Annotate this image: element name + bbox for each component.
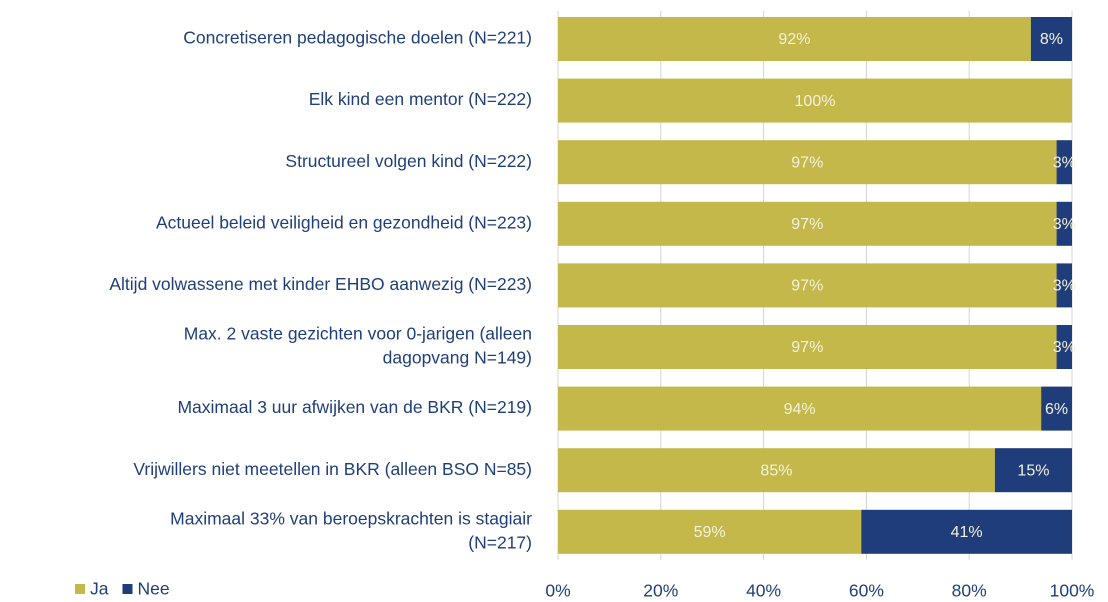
category-label: Max. 2 vaste gezichten voor 0-jarigen (a…	[184, 324, 532, 344]
bar-segment	[558, 325, 1057, 369]
bar-segment	[558, 263, 1057, 308]
legend-label: Nee	[137, 579, 169, 599]
bar-segment	[1041, 386, 1072, 431]
bar-segment	[558, 448, 995, 493]
bar-segment	[1056, 201, 1072, 246]
legend-swatch	[122, 584, 133, 594]
bar-segment	[1030, 17, 1072, 61]
value-label: 3%	[1053, 278, 1076, 295]
value-label: 6%	[1045, 401, 1068, 418]
x-tick-label: 20%	[643, 581, 678, 601]
x-tick-label: 100%	[1050, 581, 1095, 601]
x-tick-label: 80%	[952, 581, 987, 601]
bar-segment	[1056, 325, 1072, 369]
bar-segment	[558, 78, 1072, 123]
bar-segment	[558, 140, 1057, 185]
value-label: 3%	[1053, 154, 1076, 171]
bar-segment	[861, 509, 1072, 554]
value-label: 97%	[791, 216, 823, 233]
bar-segment	[558, 509, 862, 554]
bar-segment	[558, 201, 1057, 246]
value-label: 85%	[760, 462, 792, 479]
value-label: 97%	[791, 278, 823, 295]
category-label: Vrijwillers niet meetellen in BKR (allee…	[133, 459, 532, 479]
bar-segment	[558, 17, 1031, 61]
value-label: 8%	[1040, 31, 1063, 48]
value-label: 3%	[1053, 216, 1076, 233]
value-label: 97%	[791, 154, 823, 171]
legend-swatch	[75, 584, 85, 594]
value-label: 94%	[784, 401, 816, 418]
bar-segment	[1056, 263, 1072, 308]
category-label: Altijd volwassene met kinder EHBO aanwez…	[109, 274, 532, 294]
category-label: Elk kind een mentor (N=222)	[309, 89, 532, 109]
legend-label: Ja	[90, 579, 109, 599]
category-label: Concretiseren pedagogische doelen (N=221…	[183, 28, 532, 48]
x-tick-label: 40%	[746, 581, 781, 601]
category-label: Actueel beleid veiligheid en gezondheid …	[156, 212, 532, 232]
x-tick-label: 60%	[849, 581, 884, 601]
value-label: 97%	[791, 339, 823, 356]
category-label: Structureel volgen kind (N=222)	[285, 151, 532, 171]
category-label: dagopvang N=149)	[383, 348, 532, 368]
x-tick-label: 0%	[545, 581, 570, 601]
category-label: Maximaal 33% van beroepskrachten is stag…	[170, 508, 532, 528]
value-label: 100%	[795, 93, 836, 110]
value-label: 15%	[1017, 462, 1049, 479]
bar-segment	[558, 386, 1042, 431]
value-label: 41%	[951, 524, 983, 541]
category-label: (N=217)	[468, 532, 532, 552]
category-label: Maximaal 3 uur afwijken van de BKR (N=21…	[177, 397, 532, 417]
bar-segment	[994, 448, 1072, 493]
value-label: 3%	[1053, 339, 1076, 356]
value-label: 59%	[694, 524, 726, 541]
bar-segment	[1056, 140, 1072, 185]
value-label: 92%	[778, 31, 810, 48]
bars	[558, 17, 1072, 554]
